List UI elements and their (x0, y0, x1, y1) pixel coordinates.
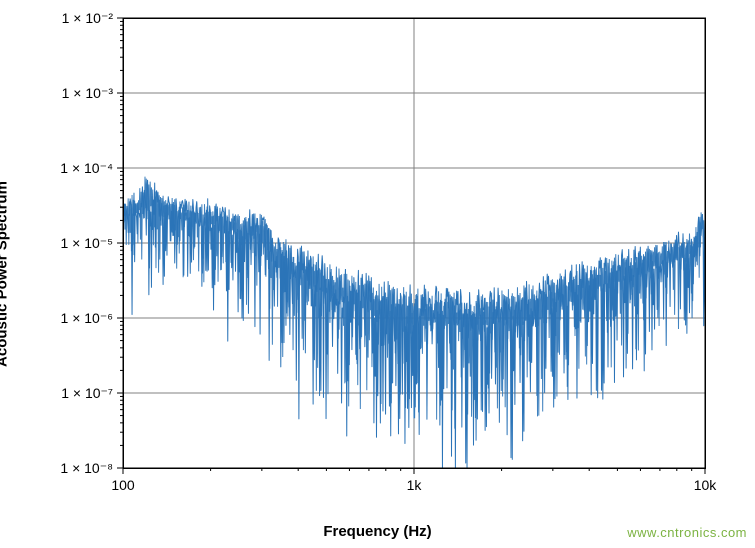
svg-text:10k: 10k (694, 477, 718, 493)
spectrum-chart: 1 × 10⁻⁸ 1 × 10⁻⁷ 1 × 10⁻⁶ 1 × 10⁻⁵ 1 × 10⁻⁴… (0, 0, 755, 548)
svg-text:100: 100 (111, 477, 135, 493)
svg-text:1 × 10⁻⁵: 1 × 10⁻⁵ (60, 235, 113, 251)
svg-text:1 × 10⁻⁷: 1 × 10⁻⁷ (61, 385, 113, 401)
chart-container: Acoustic Power Spectrum Frequency (Hz) w… (0, 0, 755, 548)
svg-text:1 × 10⁻⁴: 1 × 10⁻⁴ (60, 160, 113, 176)
svg-text:1 × 10⁻⁶: 1 × 10⁻⁶ (61, 310, 113, 326)
svg-text:1k: 1k (407, 477, 423, 493)
svg-text:1 × 10⁻³: 1 × 10⁻³ (62, 85, 114, 101)
svg-text:1 × 10⁻²: 1 × 10⁻² (62, 10, 114, 26)
svg-text:1 × 10⁻⁸: 1 × 10⁻⁸ (60, 460, 113, 476)
